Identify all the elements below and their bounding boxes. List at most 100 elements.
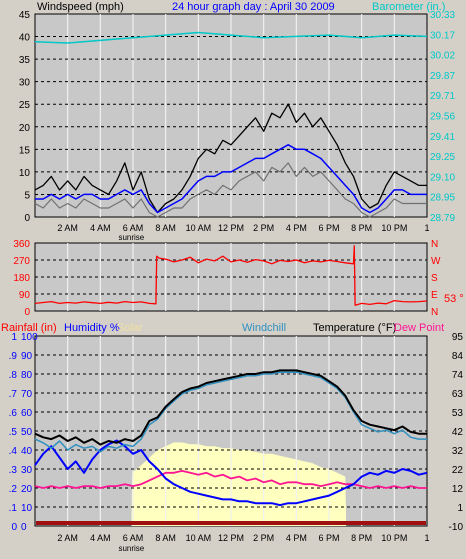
humidity-tick-label: 90 xyxy=(21,351,33,362)
time-tick-label: 8 AM xyxy=(155,223,176,233)
temperature-tick-label: 84 xyxy=(452,351,464,362)
windavg-line xyxy=(35,144,427,214)
time-tick-label: 12 PM xyxy=(218,223,244,233)
temperature-axis-title: Temperature (°F) xyxy=(313,322,396,334)
degree-ticks: 0 90 180 270 360 xyxy=(13,239,30,318)
windspeed-tick-label: 45 xyxy=(19,10,31,21)
barometer-tick-label: 29.71 xyxy=(430,91,455,102)
time-tick-label: 2 PM xyxy=(253,533,274,543)
windspeed-tick-label: 15 xyxy=(19,145,31,156)
temperature-tick-label: 32 xyxy=(452,446,464,457)
humidity-line xyxy=(34,439,428,507)
time-tick-label: 1 xyxy=(424,533,429,543)
time-tick-label: 4 PM xyxy=(286,533,307,543)
windgust-line xyxy=(34,103,427,214)
temperature-tick-label: 42 xyxy=(452,427,464,438)
rainfall-tick-label: .5 xyxy=(9,427,18,438)
rainfall-tick-label: .8 xyxy=(9,370,18,381)
temperature-tick-label: 12 xyxy=(452,484,464,495)
barometer-line xyxy=(34,31,428,44)
humidity-tick-label: 70 xyxy=(21,389,33,400)
rainfall-tick-label: .2 xyxy=(9,484,18,495)
windspeed-tick-label: 25 xyxy=(19,100,31,111)
time-tick-label: 4 AM xyxy=(90,223,111,233)
time-tick-label: 10 PM xyxy=(381,533,407,543)
barometer-tick-label: 30.17 xyxy=(430,30,455,41)
rainfall-tick-label: .9 xyxy=(9,351,18,362)
windspeed-axis-title: Windspeed (mph) xyxy=(37,1,124,13)
sunrise-label: sunrise xyxy=(118,544,144,553)
rainfall-tick-label: 1 xyxy=(11,332,17,343)
humidity-tick-label: 30 xyxy=(21,465,33,476)
barometer-tick-label: 29.87 xyxy=(430,71,455,82)
windchill-legend-label: Windchill xyxy=(242,322,286,334)
compass-tick-label: N xyxy=(431,239,438,250)
humidity-tick-label: 0 xyxy=(21,522,27,533)
barometer-ticks: 28.79 28.95 29.10 29.25 29.41 29.56 29.71 29.87… xyxy=(430,10,455,224)
rainfall-axis-title: Rainfall (in) xyxy=(1,322,57,334)
compass-tick-label: N xyxy=(431,307,438,318)
temperature-tick-label: 63 xyxy=(452,389,464,400)
time-tick-label: 2 AM xyxy=(57,223,78,233)
degree-tick-label: 180 xyxy=(13,273,30,284)
degree-tick-label: 360 xyxy=(13,239,30,250)
rainfall-tick-label: .3 xyxy=(9,465,18,476)
windspeed-tick-label: 5 xyxy=(24,190,30,201)
rainfall-tick-label: .7 xyxy=(9,389,18,400)
windspeed-tick-label: 10 xyxy=(19,168,31,179)
humidity-tick-label: 40 xyxy=(21,446,33,457)
compass-tick-label: W xyxy=(431,256,441,267)
temperature-tick-label: 53 xyxy=(452,408,464,419)
windspeed-tick-label: 20 xyxy=(19,123,31,134)
time-tick-label: 10 PM xyxy=(381,223,407,233)
windspeed-tick-label: 30 xyxy=(19,78,31,89)
time-tick-label: 1 xyxy=(424,223,429,233)
wind-grid xyxy=(35,14,427,217)
humidity-axis-title: Humidity % xyxy=(64,322,120,334)
rainfall-ticks: 0 .1 .2 .3 .4 .5 .6 .7 .8 .9 1 xyxy=(9,332,18,533)
time-tick-label: 12 PM xyxy=(218,533,244,543)
temperature-line xyxy=(34,369,427,446)
temperature-ticks: -10 1 12 22 32 42 53 63 74 84 95 xyxy=(449,332,464,533)
temperature-tick-label: 95 xyxy=(452,332,464,343)
time-tick-label: 2 AM xyxy=(57,533,78,543)
sunrise-label: sunrise xyxy=(118,233,144,242)
direction-grid xyxy=(35,243,427,311)
barometer-tick-label: 28.79 xyxy=(430,213,455,224)
windspeed-tick-label: 40 xyxy=(19,33,31,44)
temperature-tick-label: 74 xyxy=(452,370,464,381)
graph-title: 24 hour graph day : April 30 2009 xyxy=(172,1,335,13)
time-tick-label: 8 PM xyxy=(351,223,372,233)
temperature-humidity-panel: Rainfall (in) Humidity % Solar Windchill… xyxy=(1,322,463,553)
dewpoint-line xyxy=(34,470,427,489)
degree-tick-label: 90 xyxy=(19,290,31,301)
rainfall-tick-label: .1 xyxy=(9,503,18,514)
barometer-tick-label: 29.56 xyxy=(430,112,455,123)
temperature-tick-label: -10 xyxy=(449,522,464,533)
windspeed-ticks: 0 5 10 15 20 25 30 35 40 45 xyxy=(19,10,31,224)
direction-series xyxy=(34,245,428,306)
degree-tick-label: 0 xyxy=(24,307,30,318)
temperature-time-ticks: 2 AM 4 AM 6 AM 8 AM 10 AM 12 PM 2 PM 4 PM 6 PM 8 … xyxy=(57,533,429,543)
solar-legend-label: Solar xyxy=(117,322,143,334)
time-tick-label: 4 AM xyxy=(90,533,111,543)
barometer-tick-label: 29.25 xyxy=(430,152,455,163)
windchill-line xyxy=(34,371,427,453)
time-tick-label: 2 PM xyxy=(253,223,274,233)
degree-tick-label: 270 xyxy=(13,256,30,267)
time-tick-label: 6 PM xyxy=(318,533,339,543)
wind-direction-line xyxy=(34,245,428,306)
humidity-tick-label: 80 xyxy=(21,370,33,381)
time-tick-label: 10 AM xyxy=(186,533,212,543)
time-tick-label: 6 PM xyxy=(318,223,339,233)
windspeed-tick-label: 35 xyxy=(19,55,31,66)
temperature-tick-label: 1 xyxy=(457,503,463,514)
humidity-tick-label: 10 xyxy=(21,503,33,514)
humidity-tick-label: 60 xyxy=(21,408,33,419)
humidity-ticks: 0 10 20 30 40 50 60 70 80 90 100 xyxy=(21,332,38,533)
rainfall-tick-label: 0 xyxy=(11,522,17,533)
compass-tick-label: E xyxy=(431,290,438,301)
humidity-tick-label: 100 xyxy=(21,332,38,343)
